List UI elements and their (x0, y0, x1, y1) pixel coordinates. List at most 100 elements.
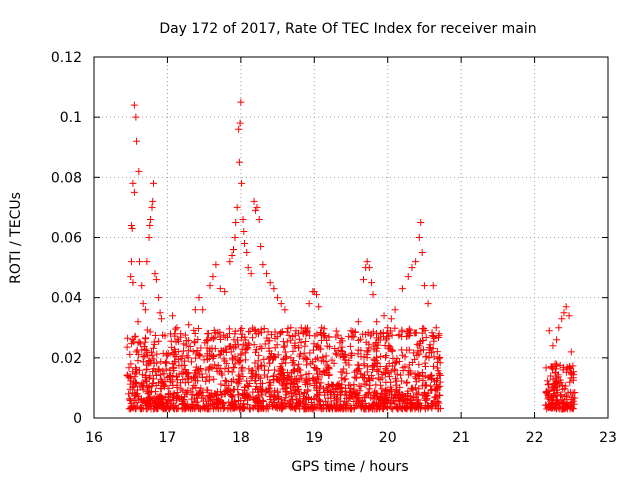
data-point (315, 396, 323, 404)
data-point (282, 381, 290, 389)
data-point (295, 335, 303, 343)
data-point (243, 249, 251, 257)
data-point (297, 324, 305, 332)
data-point (235, 371, 243, 379)
data-point (347, 327, 355, 335)
data-point (325, 371, 333, 379)
data-point (429, 282, 437, 290)
data-point (332, 327, 340, 335)
chart-title: Day 172 of 2017, Rate Of TEC Index for r… (159, 21, 536, 37)
data-point (129, 279, 137, 287)
data-point (234, 336, 242, 344)
data-point (237, 351, 245, 359)
data-point (171, 330, 179, 338)
data-point (138, 371, 146, 379)
data-point (169, 403, 177, 411)
data-point (273, 387, 281, 395)
data-point (277, 328, 285, 336)
data-point (391, 359, 399, 367)
data-point (393, 370, 401, 378)
data-point (303, 356, 311, 364)
data-point (383, 363, 391, 371)
data-point (210, 375, 218, 383)
data-point (413, 396, 421, 404)
data-point (147, 215, 155, 223)
data-point (297, 339, 305, 347)
data-point (328, 381, 336, 389)
data-point (569, 397, 577, 405)
data-point (125, 364, 133, 372)
data-point (411, 373, 419, 381)
data-point (281, 342, 289, 350)
data-point (422, 381, 430, 389)
data-point (241, 336, 249, 344)
data-point (290, 367, 298, 375)
data-point (213, 400, 221, 408)
x-tick-label: 16 (85, 430, 103, 446)
data-point (281, 348, 289, 356)
data-point (287, 324, 295, 332)
data-point (225, 325, 233, 333)
data-point (266, 359, 274, 367)
data-point (151, 331, 159, 339)
data-point (148, 203, 156, 211)
data-point (220, 331, 228, 339)
y-tick-label: 0.1 (60, 110, 82, 126)
data-point (402, 393, 410, 401)
data-point (434, 355, 442, 363)
data-point (255, 405, 263, 413)
data-point (318, 324, 326, 332)
data-point (202, 377, 210, 385)
data-point (366, 377, 374, 385)
data-point (156, 309, 164, 317)
data-point (413, 389, 421, 397)
data-point (415, 234, 423, 241)
data-point (376, 330, 384, 338)
data-point (206, 282, 214, 290)
data-point (129, 368, 137, 376)
data-point (307, 398, 315, 406)
data-point (430, 337, 438, 345)
data-point (289, 333, 297, 341)
data-point (147, 359, 155, 367)
data-point (247, 374, 255, 382)
data-point (404, 389, 412, 397)
x-tick-label: 17 (159, 430, 177, 446)
data-point (404, 403, 412, 411)
data-point (134, 318, 142, 326)
data-point (569, 362, 577, 370)
data-point (378, 371, 386, 379)
data-point (316, 383, 324, 391)
data-point (263, 373, 271, 381)
data-point (229, 376, 237, 384)
data-point (228, 368, 236, 376)
data-point (404, 273, 412, 281)
data-point (430, 353, 438, 361)
data-point (393, 404, 401, 412)
data-point (168, 343, 176, 351)
data-point (182, 402, 190, 410)
data-point (398, 326, 406, 334)
data-point (550, 392, 558, 400)
data-point (313, 330, 321, 338)
data-point (274, 294, 282, 302)
data-point (310, 381, 318, 389)
data-point (146, 402, 154, 410)
data-point (289, 347, 297, 355)
data-point (241, 394, 249, 402)
data-point (260, 355, 268, 363)
data-point (420, 282, 428, 290)
data-point (133, 346, 141, 354)
data-point (216, 285, 224, 293)
data-point (261, 340, 269, 348)
data-point (181, 366, 189, 374)
data-point (310, 340, 318, 348)
data-point (169, 312, 177, 320)
data-point (351, 368, 359, 376)
data-point (195, 350, 203, 358)
data-point (398, 377, 406, 385)
data-point (245, 328, 253, 336)
data-point (247, 270, 255, 278)
data-point (154, 366, 162, 374)
data-point (184, 347, 192, 355)
